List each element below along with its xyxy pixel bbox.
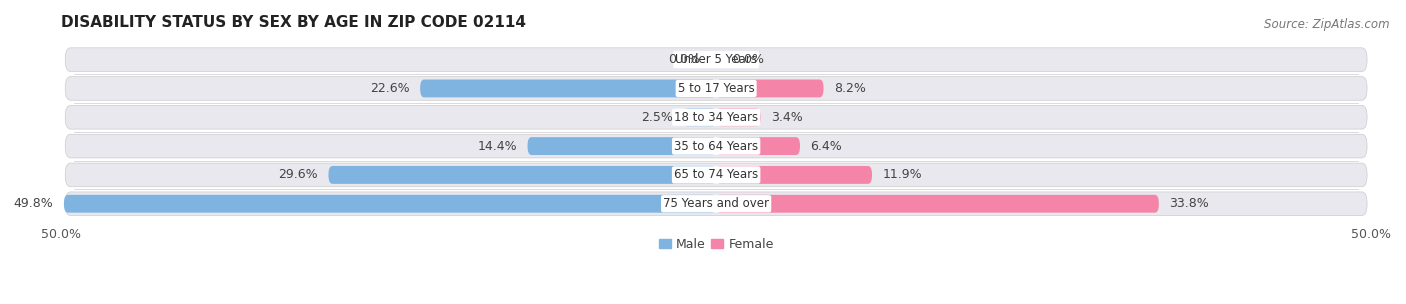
FancyBboxPatch shape (420, 80, 716, 97)
FancyBboxPatch shape (65, 163, 1367, 187)
FancyBboxPatch shape (716, 108, 761, 126)
Text: 2.5%: 2.5% (641, 111, 673, 124)
FancyBboxPatch shape (329, 166, 716, 184)
Text: 5 to 17 Years: 5 to 17 Years (678, 82, 755, 95)
Text: 14.4%: 14.4% (478, 140, 517, 153)
Text: Under 5 Years: Under 5 Years (675, 53, 756, 66)
Text: 6.4%: 6.4% (810, 140, 842, 153)
FancyBboxPatch shape (65, 192, 1367, 216)
Text: 0.0%: 0.0% (733, 53, 763, 66)
Text: DISABILITY STATUS BY SEX BY AGE IN ZIP CODE 02114: DISABILITY STATUS BY SEX BY AGE IN ZIP C… (62, 15, 526, 30)
FancyBboxPatch shape (716, 137, 800, 155)
FancyBboxPatch shape (683, 108, 716, 126)
Text: Source: ZipAtlas.com: Source: ZipAtlas.com (1264, 18, 1389, 31)
FancyBboxPatch shape (527, 137, 716, 155)
Text: 8.2%: 8.2% (834, 82, 866, 95)
Text: 11.9%: 11.9% (883, 168, 922, 181)
Text: 35 to 64 Years: 35 to 64 Years (673, 140, 758, 153)
FancyBboxPatch shape (716, 80, 824, 97)
Text: 75 Years and over: 75 Years and over (664, 197, 769, 210)
Text: 33.8%: 33.8% (1170, 197, 1209, 210)
FancyBboxPatch shape (65, 48, 1367, 71)
Text: 18 to 34 Years: 18 to 34 Years (673, 111, 758, 124)
Text: 65 to 74 Years: 65 to 74 Years (673, 168, 758, 181)
FancyBboxPatch shape (65, 105, 1367, 129)
Legend: Male, Female: Male, Female (654, 233, 779, 256)
Text: 3.4%: 3.4% (770, 111, 803, 124)
FancyBboxPatch shape (65, 77, 1367, 100)
FancyBboxPatch shape (63, 195, 716, 213)
FancyBboxPatch shape (716, 166, 872, 184)
FancyBboxPatch shape (716, 195, 1159, 213)
Text: 29.6%: 29.6% (278, 168, 318, 181)
FancyBboxPatch shape (65, 134, 1367, 158)
Text: 49.8%: 49.8% (14, 197, 53, 210)
Text: 0.0%: 0.0% (668, 53, 700, 66)
Text: 22.6%: 22.6% (370, 82, 409, 95)
